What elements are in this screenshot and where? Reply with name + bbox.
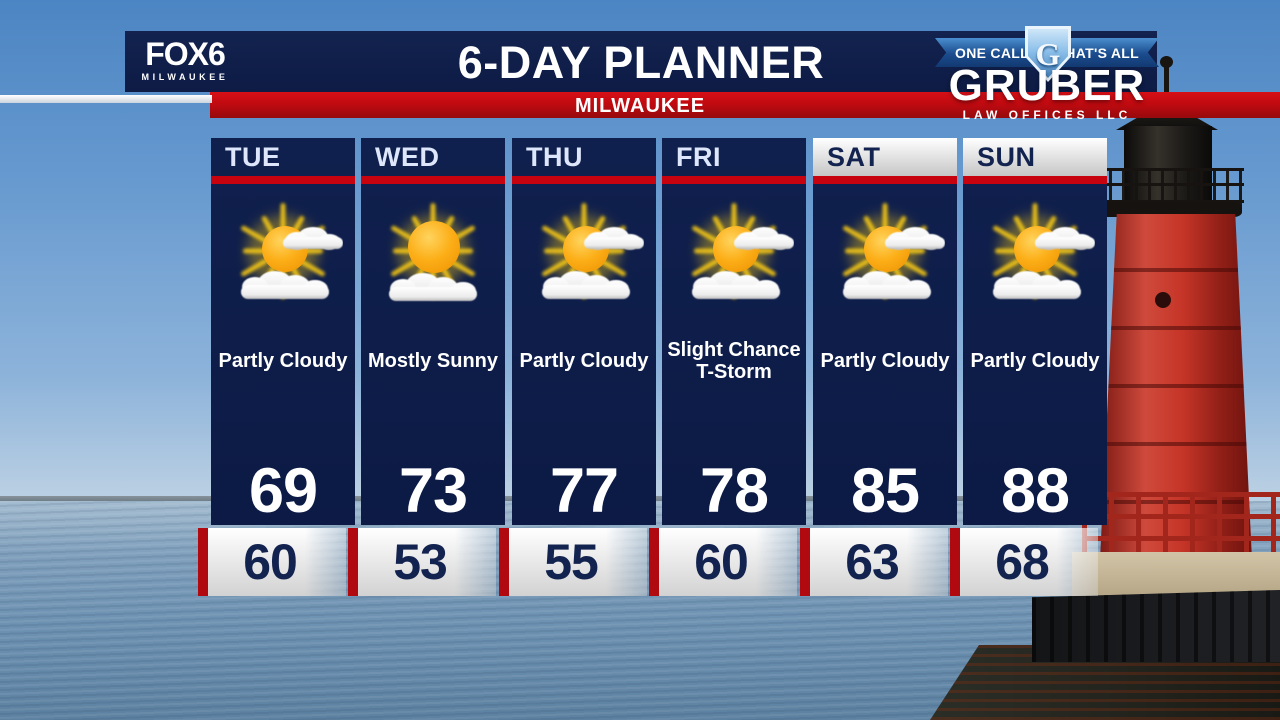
day-label-band: SUN — [963, 138, 1107, 176]
partly-cloudy-icon — [512, 184, 656, 330]
low-white-box: 60 — [659, 528, 797, 596]
condition-text: Partly Cloudy — [820, 350, 950, 372]
red-divider — [662, 176, 806, 184]
condition-text: Mostly Sunny — [367, 350, 498, 372]
sponsor-tagline-right: THAT'S ALL — [1056, 44, 1139, 61]
low-white-box: 68 — [960, 528, 1098, 596]
day-label: TUE — [225, 141, 281, 172]
lighthouse-finial-icon — [1160, 56, 1173, 68]
low-temp-box: 60 — [649, 528, 797, 596]
pier-railing — [1082, 492, 1280, 558]
low-temp: 53 — [393, 534, 448, 590]
low-temp: 55 — [544, 534, 599, 590]
sponsor-logo: ONE CALL THAT'S ALL G GRUBER LAW OFFICES… — [933, 24, 1161, 124]
station-name: FOX6 — [145, 36, 226, 72]
condition-text: Partly Cloudy — [218, 350, 348, 372]
sponsor-name: GRUBER — [948, 61, 1146, 110]
station-logo: FOX6 MILWAUKEE — [130, 38, 240, 86]
day-label-band: FRI — [662, 138, 806, 176]
low-temp: 68 — [995, 534, 1050, 590]
forecast-column: SUN Partly Cloudy 88 — [963, 138, 1107, 525]
station-city: MILWAUKEE — [141, 72, 229, 82]
day-label-band: WED — [361, 138, 505, 176]
day-label-band: SAT — [813, 138, 957, 176]
low-white-box: 53 — [358, 528, 496, 596]
location-bar — [210, 92, 1280, 118]
low-temp-box: 60 — [198, 528, 346, 596]
location-label: MILWAUKEE — [574, 95, 706, 117]
low-temp: 60 — [243, 534, 298, 590]
partly-cloudy-icon — [813, 184, 957, 330]
high-temp: 78 — [699, 456, 769, 527]
low-red-bar — [649, 528, 659, 596]
condition-text: Partly Cloudy — [970, 350, 1100, 372]
red-divider — [963, 176, 1107, 184]
day-label: SAT — [827, 141, 881, 172]
partly-cloudy-icon — [211, 184, 355, 330]
low-temp-box: 68 — [950, 528, 1098, 596]
forecast-column: WED Mostly Sunny 73 — [361, 138, 505, 525]
lighthouse-porthole — [1155, 292, 1171, 308]
sponsor-subname: LAW OFFICES LLC — [962, 108, 1132, 122]
low-white-box: 60 — [208, 528, 346, 596]
red-divider — [211, 176, 355, 184]
accent-line — [0, 95, 212, 103]
low-temp-box: 53 — [348, 528, 496, 596]
low-red-bar — [499, 528, 509, 596]
low-temp-box: 63 — [800, 528, 948, 596]
low-red-bar — [348, 528, 358, 596]
lighthouse-gallery-railing — [1096, 168, 1244, 206]
low-temp: 60 — [694, 534, 749, 590]
pier-wall — [1032, 590, 1280, 662]
page-title: 6-DAY PLANNER — [457, 37, 825, 88]
day-label: WED — [375, 141, 440, 172]
high-temp: 73 — [398, 456, 468, 527]
forecast-column: SAT Partly Cloudy 85 — [813, 138, 957, 525]
forecast-column: TUE Partly Cloudy 69 — [211, 138, 355, 525]
low-white-box: 55 — [509, 528, 647, 596]
forecast-column: THU Partly Cloudy 77 — [512, 138, 656, 525]
day-label: SUN — [977, 141, 1036, 172]
day-label-band: TUE — [211, 138, 355, 176]
condition-text: Slight Chance T-Storm — [667, 339, 801, 383]
red-divider — [512, 176, 656, 184]
high-temp: 88 — [1000, 456, 1070, 527]
lighthouse-gallery-deck — [1098, 202, 1242, 217]
low-red-bar — [198, 528, 208, 596]
low-red-bar — [950, 528, 960, 596]
forecast-column: FRI Slight Chance T-Storm 78 — [662, 138, 806, 525]
day-label: FRI — [676, 141, 721, 172]
lighthouse-finial-pole — [1164, 66, 1169, 92]
low-temp-box: 55 — [499, 528, 647, 596]
day-label: THU — [526, 141, 583, 172]
sponsor-tagline-left: ONE CALL — [955, 44, 1029, 61]
day-label-band: THU — [512, 138, 656, 176]
red-divider — [813, 176, 957, 184]
high-temp: 77 — [549, 456, 619, 527]
high-temp: 69 — [248, 456, 318, 527]
partly-cloudy-icon — [662, 184, 806, 330]
mostly-sunny-icon — [361, 184, 505, 330]
partly-cloudy-icon — [963, 184, 1107, 330]
low-red-bar — [800, 528, 810, 596]
high-temp: 85 — [850, 456, 920, 527]
condition-text: Partly Cloudy — [519, 350, 649, 372]
red-divider — [361, 176, 505, 184]
pier-walkway — [1072, 552, 1280, 596]
low-white-box: 63 — [810, 528, 948, 596]
low-temp: 63 — [845, 534, 900, 590]
